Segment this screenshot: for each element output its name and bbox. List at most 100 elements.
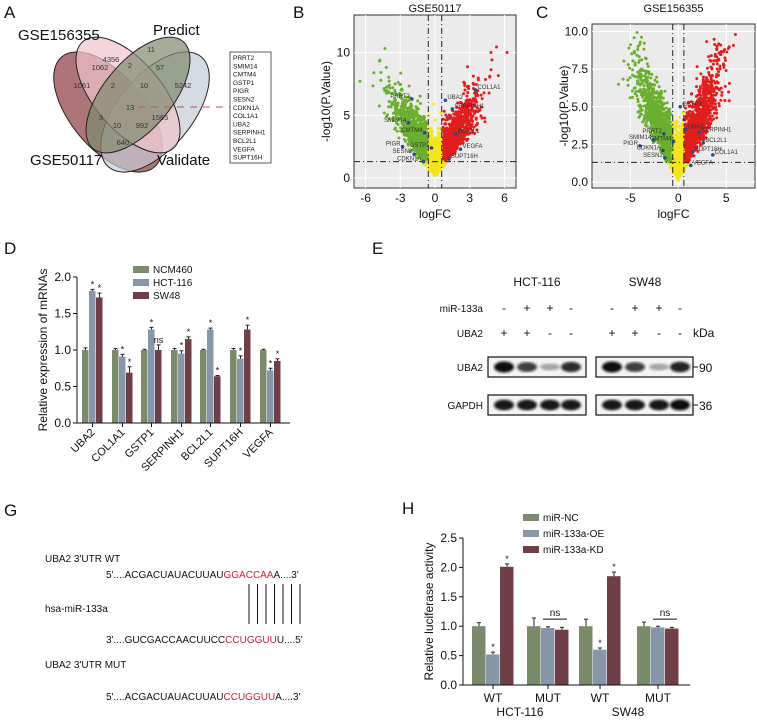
gene-point: [632, 36, 636, 40]
venn-region-count: 5242: [175, 81, 192, 90]
gene-point: [635, 82, 639, 86]
gene-point: [663, 89, 667, 93]
gene-point: [377, 104, 381, 108]
gene-point: [718, 67, 722, 71]
gene-point: [406, 143, 410, 147]
gene-point: [387, 117, 391, 121]
gene-point: [451, 142, 455, 146]
gene-point: [727, 81, 731, 85]
gene-point: [433, 172, 437, 176]
gene-point: [402, 102, 406, 106]
venn-label-validate: Validate: [157, 152, 210, 169]
gene-point: [385, 113, 389, 117]
gene-point: [379, 78, 383, 82]
gene-point: [451, 128, 455, 132]
gene-point: [429, 164, 433, 168]
gene-point: [418, 101, 422, 105]
gene-point: [460, 111, 464, 115]
highlighted-gene-point: [421, 159, 426, 164]
volcano-plot-gse156355: -5 0 50.02.55.07.510.0GSTP1UBA2SERPINH1PRR…: [557, 3, 756, 221]
gene-point: [394, 112, 398, 116]
gene-point: [432, 139, 436, 143]
gene-point: [487, 91, 491, 95]
gene-point: [466, 120, 470, 124]
gene-list-item: COL1A1: [233, 113, 258, 120]
gene-point: [490, 58, 494, 62]
gene-point: [466, 65, 470, 69]
gene-point: [432, 157, 436, 161]
gene-point: [627, 46, 631, 50]
gene-point: [444, 113, 448, 117]
gene-point: [436, 136, 440, 140]
highlighted-gene-point: [412, 152, 416, 156]
gene-point: [391, 116, 395, 120]
gene-point: [464, 137, 468, 141]
gene-point: [371, 84, 375, 88]
gene-point: [393, 82, 397, 86]
gene-label: BCL2L1: [458, 129, 480, 135]
gene-point: [714, 108, 718, 112]
gene-point: [447, 113, 451, 117]
gene-label: COL1A1: [478, 85, 502, 91]
x-tick-label: -6: [360, 191, 371, 205]
gene-point: [643, 114, 647, 118]
gene-point: [420, 115, 424, 119]
gene-point: [415, 106, 419, 110]
gene-point: [496, 74, 500, 78]
panel-label-a: A: [4, 3, 16, 22]
gene-point: [400, 88, 404, 92]
venn-region-count: 3: [99, 113, 103, 122]
gene-list-item: CMTM4: [233, 72, 256, 79]
gene-point: [411, 114, 415, 118]
gene-point: [444, 122, 448, 126]
gene-point: [397, 113, 401, 117]
gene-point: [436, 152, 440, 156]
gene-point: [434, 138, 438, 142]
gene-point: [439, 111, 443, 115]
gene-point: [476, 78, 480, 82]
gene-point: [468, 112, 472, 116]
gene-point: [394, 114, 398, 118]
gene-point: [505, 51, 509, 55]
gene-point: [488, 74, 492, 78]
gene-point: [455, 145, 459, 149]
gene-point: [719, 98, 723, 102]
gene-point: [410, 120, 414, 124]
gene-point: [633, 63, 637, 67]
gene-point: [617, 82, 621, 86]
gene-point: [419, 133, 423, 137]
gene-point: [631, 59, 635, 63]
gene-point: [453, 120, 457, 124]
gene-point: [472, 82, 476, 86]
gene-point: [463, 83, 467, 87]
gene-point: [688, 109, 692, 113]
venn-region-count: 57: [156, 63, 164, 72]
gene-label: SUPT16H: [451, 154, 478, 160]
gene-point: [418, 150, 422, 154]
venn-region-count: 2: [128, 61, 132, 70]
venn-region-count: 640: [117, 138, 130, 147]
gene-point: [415, 119, 419, 123]
gene-point: [441, 163, 445, 167]
gene-point: [442, 150, 446, 154]
gene-point: [639, 78, 643, 82]
gene-point: [710, 74, 714, 78]
gene-point: [394, 105, 398, 109]
venn-region-count: 10: [140, 81, 148, 90]
gene-point: [394, 98, 398, 102]
gene-point: [727, 99, 731, 103]
gene-list-box: [229, 51, 272, 164]
gene-point: [715, 62, 719, 66]
gene-point: [657, 85, 661, 89]
gene-point: [433, 167, 437, 171]
gene-point: [400, 104, 404, 108]
gene-point: [455, 105, 459, 109]
gene-point: [636, 75, 640, 79]
gene-point: [393, 91, 397, 95]
gene-point: [418, 94, 422, 98]
gene-point: [714, 59, 718, 63]
gene-point: [387, 100, 391, 104]
gene-point: [719, 86, 723, 90]
x-tick-label: -3: [395, 191, 406, 205]
gene-point: [639, 92, 643, 96]
